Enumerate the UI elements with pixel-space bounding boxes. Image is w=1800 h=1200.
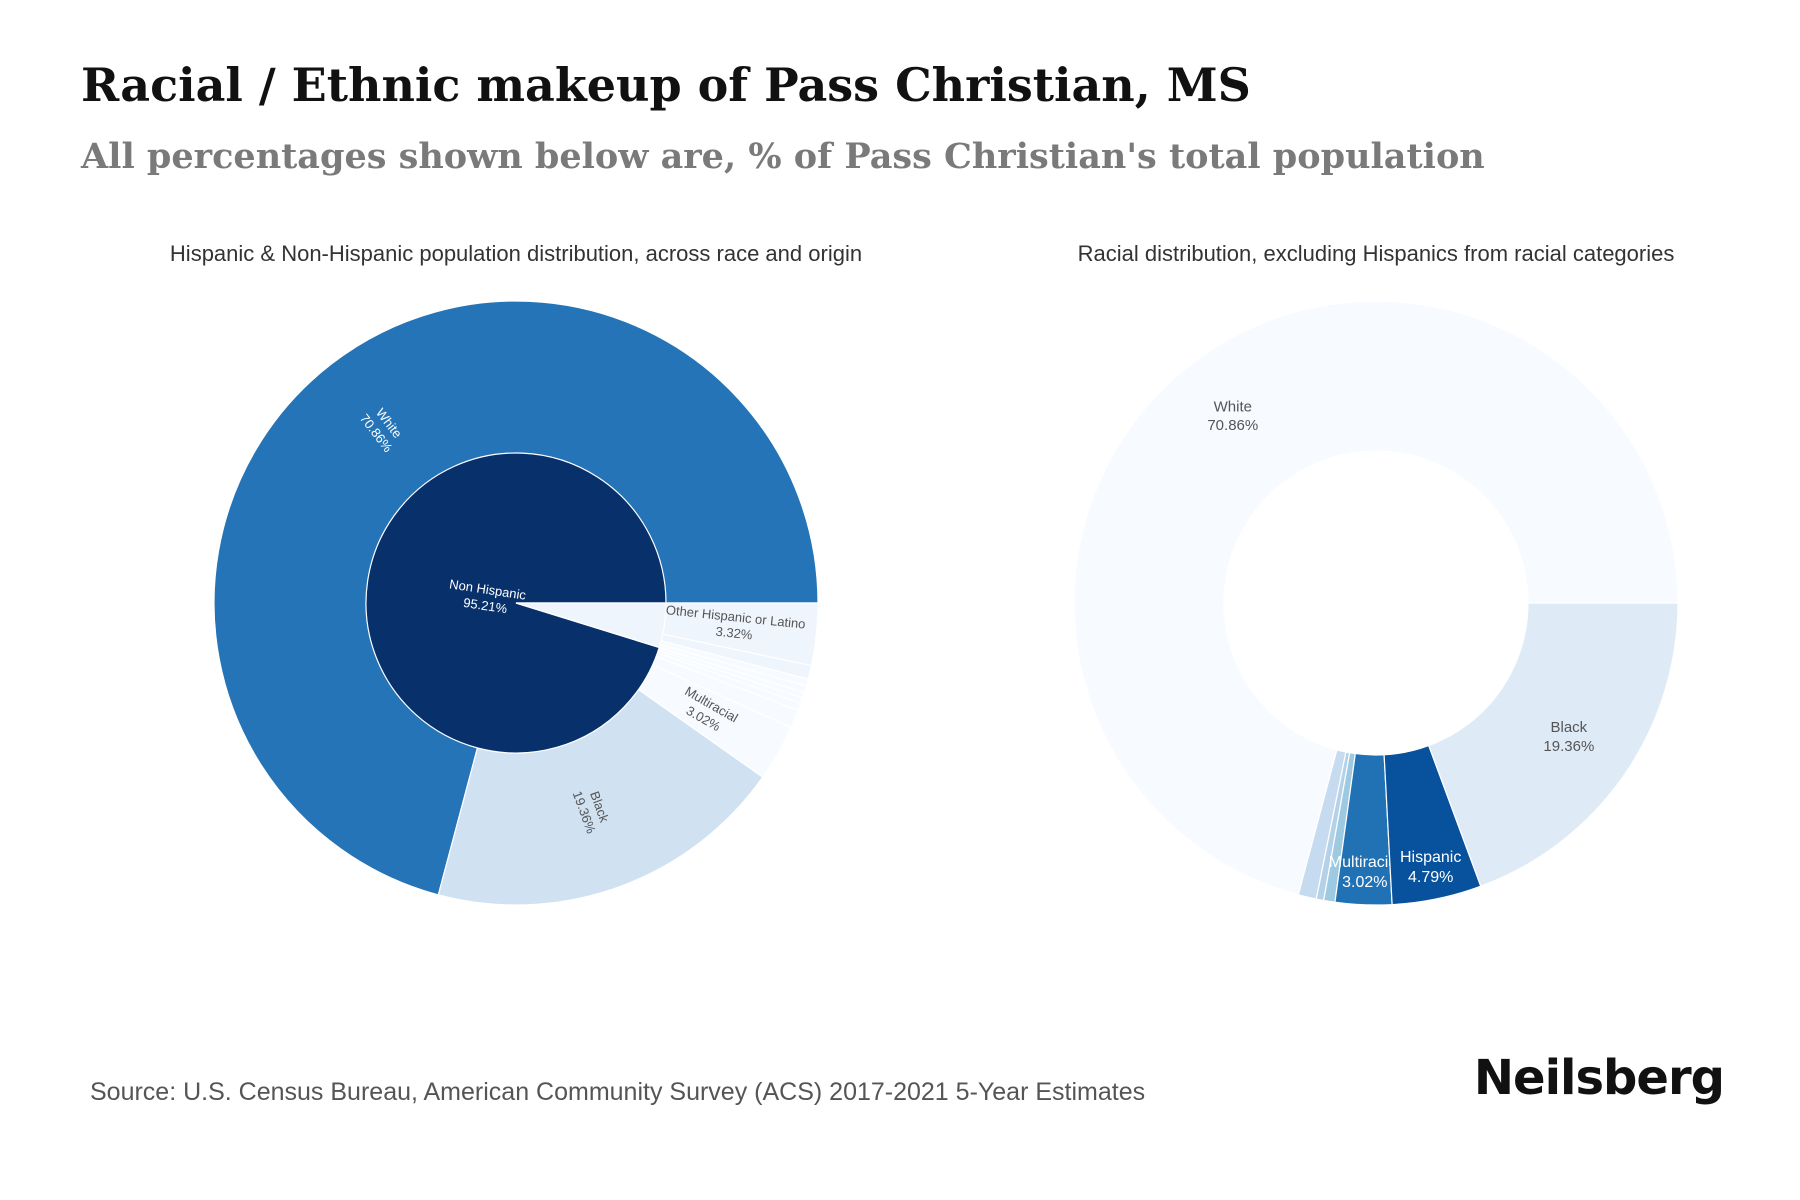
donut-slice-white	[1073, 300, 1679, 896]
left-chart-title: Hispanic & Non-Hispanic population distr…	[170, 241, 862, 266]
inner-slice-unlabeled-1	[515, 602, 667, 649]
donut-label-black: Black 19.36%	[1543, 719, 1594, 755]
page-title: Racial / Ethnic makeup of Pass Christian…	[81, 58, 1251, 112]
donut-label-multiracial: Multiracial 3.02%	[1329, 854, 1401, 891]
left-sunburst-chart: White70.86%Black19.36%Multiracial3.02%Ot…	[213, 300, 819, 906]
page-subtitle: All percentages shown below are, % of Pa…	[81, 136, 1485, 177]
source-note: Source: U.S. Census Bureau, American Com…	[90, 1078, 1146, 1106]
right-donut-chart: White 70.86% Multiracial 3.02%Hispanic 4.79%…	[1073, 300, 1679, 906]
donut-label-white: White 70.86%	[1207, 398, 1258, 434]
brand-logo: Neilsberg	[1473, 1050, 1725, 1106]
donut-label-hispanic: Hispanic 4.79%	[1400, 849, 1461, 886]
donut-slice-black	[1427, 602, 1679, 888]
right-chart-title: Racial distribution, excluding Hispanics…	[1078, 241, 1675, 266]
